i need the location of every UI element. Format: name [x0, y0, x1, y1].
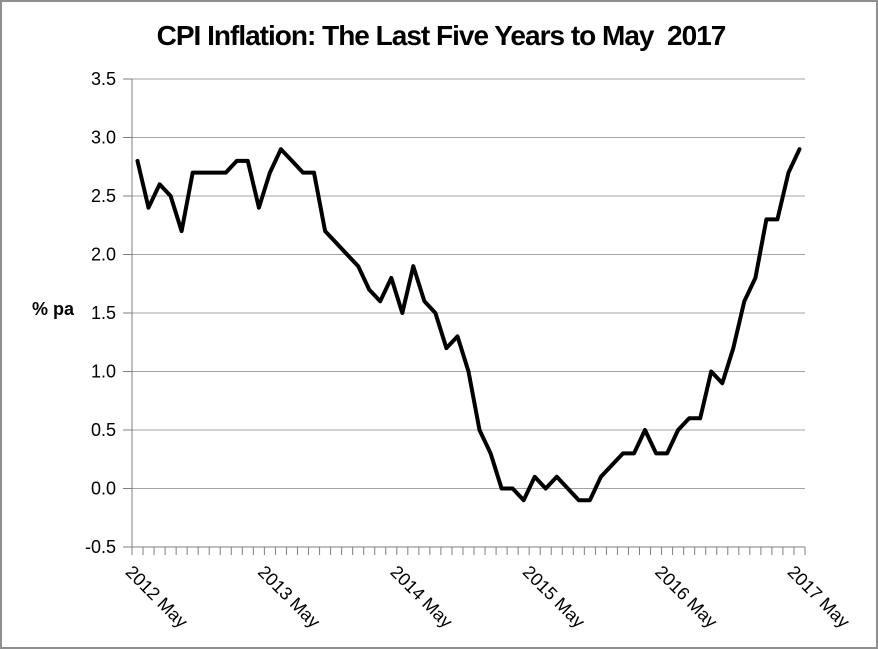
x-tick-label: 2015 May: [519, 562, 589, 632]
x-tick-label: 2014 May: [386, 562, 456, 632]
x-tick-label: 2013 May: [254, 562, 324, 632]
y-tick-label: -0.5: [85, 537, 116, 557]
y-tick-label: 1.5: [91, 303, 116, 323]
x-tick-label: 2017 May: [784, 562, 854, 632]
cpi-inflation-line: [135, 147, 802, 503]
x-tick-label: 2012 May: [122, 562, 192, 632]
chart-title: CPI Inflation: The Last Five Years to Ma…: [156, 20, 727, 51]
y-tick-label: 0.5: [91, 420, 116, 440]
y-tick-label: 2.5: [91, 186, 116, 206]
y-tick-label: 2.0: [91, 245, 116, 265]
x-tick-label: 2016 May: [651, 562, 721, 632]
y-tick-label: 1.0: [91, 362, 116, 382]
y-tick-label: 3.0: [91, 128, 116, 148]
y-tick-label: 0.0: [91, 479, 116, 499]
y-axis-title: % pa: [32, 299, 75, 319]
y-tick-label: 3.5: [91, 69, 116, 89]
